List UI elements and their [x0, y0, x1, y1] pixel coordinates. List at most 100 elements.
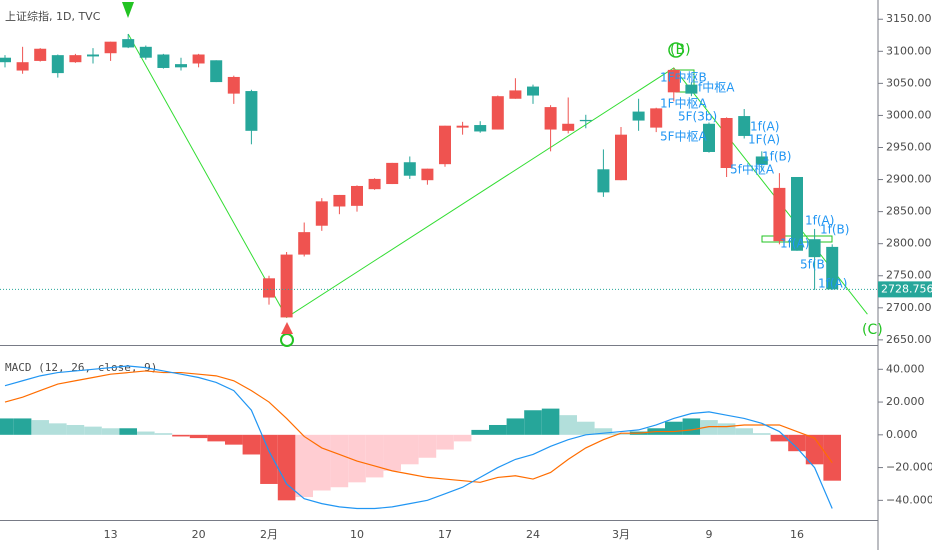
candle-body: [139, 46, 152, 58]
candle-body: [738, 116, 751, 136]
histogram-bar: [225, 434, 243, 445]
last-price-label: 2728.756: [881, 282, 932, 295]
histogram-bar: [348, 434, 366, 483]
indicator-title: MACD (12, 26, close, 9): [5, 361, 157, 374]
histogram-bar: [101, 428, 120, 435]
histogram-bar: [753, 433, 771, 435]
annotation: 1F中枢B: [660, 70, 707, 85]
candle-body: [69, 55, 82, 63]
candle-body: [755, 156, 768, 165]
candle-body: [51, 55, 64, 74]
histogram-bar: [84, 426, 102, 435]
histogram-bar: [172, 434, 190, 437]
histogram-bar: [260, 434, 278, 484]
candle-body: [474, 125, 487, 132]
histogram-bar: [313, 434, 331, 491]
candle-body: [87, 54, 99, 57]
candle-body: [597, 169, 610, 193]
candle-body: [104, 41, 117, 54]
histogram-bar: [383, 434, 401, 471]
histogram-bar: [295, 434, 313, 498]
y-tick-label: 40.000: [886, 362, 925, 375]
histogram-bar: [506, 418, 525, 435]
candle-body: [368, 178, 381, 190]
histogram-bar: [436, 434, 454, 450]
candle-body: [826, 246, 839, 290]
histogram-bar: [594, 428, 613, 435]
candle-body: [808, 239, 821, 258]
candle-body: [298, 232, 311, 255]
candle-body: [386, 162, 399, 185]
histogram-bar: [242, 434, 261, 455]
x-tick-label: 9: [706, 528, 713, 541]
y-tick-label: −40.000: [886, 493, 932, 506]
histogram-bar: [401, 434, 419, 465]
b-marker-ring: [668, 42, 684, 58]
annotation: 1f(A): [818, 277, 847, 291]
histogram-bar: [49, 423, 67, 435]
candle-body: [210, 60, 223, 83]
annotation: (B): [670, 42, 691, 58]
candle-body: [579, 119, 592, 122]
histogram-bar: [823, 434, 841, 481]
candle-body: [562, 123, 575, 131]
candle-body: [773, 187, 786, 242]
histogram-bar: [137, 431, 155, 435]
annotation: 5f中枢A: [730, 162, 775, 177]
candle-body: [615, 134, 627, 181]
x-tick-label: 10: [350, 528, 364, 541]
candle-body: [685, 84, 698, 94]
y-tick-label: 0.000: [886, 428, 918, 441]
histogram-bar: [541, 408, 560, 435]
x-tick-label: 20: [192, 528, 206, 541]
y-tick-label: −20.000: [886, 461, 932, 474]
candle-body: [227, 76, 240, 94]
x-tick-label: 24: [526, 528, 540, 541]
x-tick-label: 17: [438, 528, 452, 541]
x-tick-label: 13: [104, 528, 118, 541]
histogram-bar: [612, 433, 630, 435]
histogram-bar: [189, 434, 208, 439]
annotation: 1f(B): [820, 223, 849, 237]
candle-body: [650, 108, 663, 128]
wave-line: [127, 33, 868, 319]
candle-body: [456, 125, 469, 128]
candle-body: [263, 278, 275, 298]
top-marker: [122, 2, 134, 18]
histogram-bar: [770, 434, 789, 442]
candle-body: [632, 111, 645, 121]
candle-body: [351, 185, 363, 206]
histogram-bar: [559, 415, 577, 435]
candle-body: [509, 90, 522, 99]
last-price-box: [878, 281, 932, 298]
y-tick-label: 3050.000: [886, 76, 932, 89]
histogram-bar: [682, 418, 701, 435]
y-tick-label: 2700.000: [886, 301, 932, 314]
y-tick-label: 3100.000: [886, 44, 932, 57]
candle-body: [333, 194, 346, 207]
candle-body: [34, 48, 47, 61]
histogram-bar: [277, 434, 296, 501]
y-tick-label: 3000.000: [886, 108, 932, 121]
candle-body: [421, 168, 434, 181]
annotation: 1F(A): [748, 133, 780, 147]
histogram-bar: [31, 420, 49, 435]
histogram-bar: [471, 429, 489, 435]
chart-title: 上证综指, 1D, TVC: [5, 9, 101, 23]
histogram-bar: [13, 418, 32, 435]
annotation: 5F(3b): [678, 110, 717, 124]
histogram-bar: [665, 421, 683, 435]
candle-body: [315, 201, 328, 226]
histogram-bar: [524, 410, 542, 435]
candle-body: [245, 91, 258, 131]
candle-body: [720, 117, 733, 169]
y-tick-label: 2900.000: [886, 173, 932, 186]
y-tick-label: 3150.000: [886, 12, 932, 25]
annotation: 1f(A): [780, 237, 809, 251]
candle-body: [491, 96, 504, 130]
candle-body: [439, 125, 451, 165]
histogram-bar: [154, 433, 173, 435]
